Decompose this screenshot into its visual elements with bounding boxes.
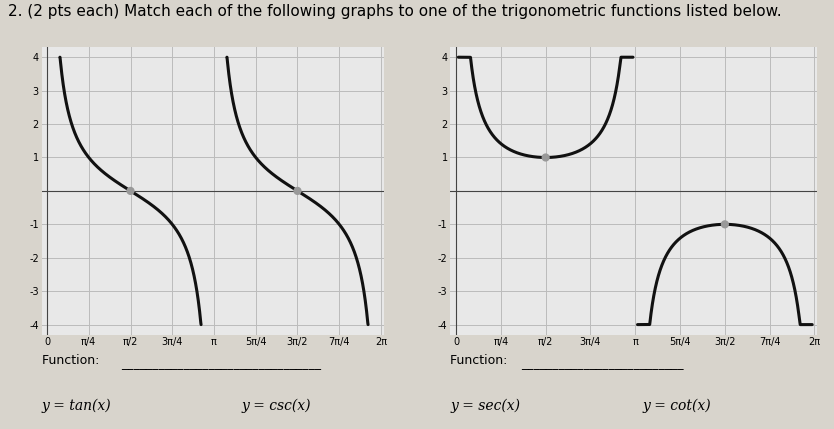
Text: y = tan(x): y = tan(x): [42, 399, 111, 414]
Point: [539, 154, 552, 161]
Text: y = csc(x): y = csc(x): [242, 399, 311, 414]
Text: Function:: Function:: [42, 354, 103, 367]
Text: Function:: Function:: [450, 354, 512, 367]
Text: y = cot(x): y = cot(x): [642, 399, 711, 414]
Point: [718, 221, 731, 228]
Text: y = sec(x): y = sec(x): [450, 399, 520, 414]
Text: ________________________________: ________________________________: [121, 357, 321, 370]
Point: [291, 187, 304, 194]
Text: 2. (2 pts each) Match each of the following graphs to one of the trigonometric f: 2. (2 pts each) Match each of the follow…: [8, 4, 782, 19]
Text: __________________________: __________________________: [521, 357, 684, 370]
Point: [123, 187, 137, 194]
